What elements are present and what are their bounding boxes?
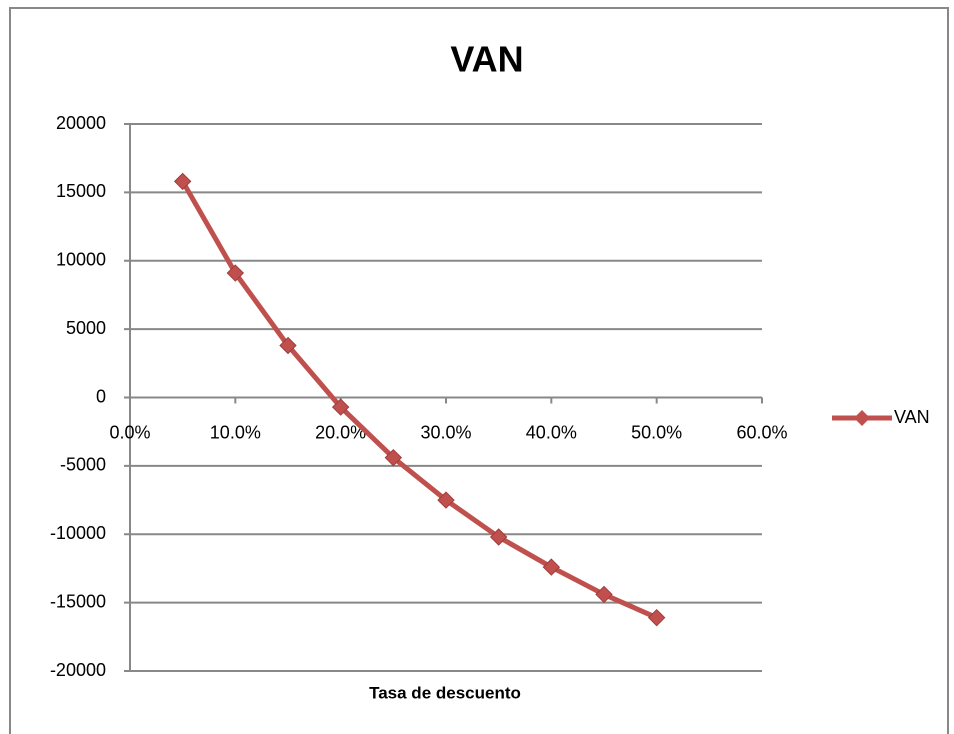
y-tick-label: -15000 bbox=[50, 591, 106, 611]
y-tick-label: -20000 bbox=[50, 660, 106, 680]
y-tick-label: -5000 bbox=[60, 455, 106, 475]
y-tick-label: 20000 bbox=[56, 113, 106, 133]
series-line bbox=[180, 180, 658, 620]
x-tick-label: 60.0% bbox=[736, 422, 787, 442]
x-axis-title: Tasa de descuento bbox=[369, 683, 521, 702]
legend-label: VAN bbox=[894, 407, 930, 427]
y-tick-label: -10000 bbox=[50, 523, 106, 543]
y-tick-label: 5000 bbox=[66, 318, 106, 338]
x-tick-label: 30.0% bbox=[420, 422, 471, 442]
data-point bbox=[489, 528, 508, 546]
legend-marker bbox=[854, 410, 870, 426]
data-point bbox=[542, 558, 561, 576]
x-tick-label: 0.0% bbox=[109, 422, 150, 442]
data-point bbox=[331, 398, 350, 416]
data-point bbox=[647, 608, 666, 627]
data-point bbox=[595, 585, 613, 604]
x-tick-label: 10.0% bbox=[210, 422, 261, 442]
data-point bbox=[437, 491, 455, 509]
data-point bbox=[279, 336, 297, 355]
x-tick-label: 20.0% bbox=[315, 422, 366, 442]
chart-title: VAN bbox=[450, 39, 523, 80]
x-tick-label: 40.0% bbox=[526, 422, 577, 442]
chart-frame bbox=[9, 7, 949, 734]
y-tick-label: 0 bbox=[96, 386, 106, 406]
y-tick-label: 10000 bbox=[56, 250, 106, 270]
y-tick-label: 15000 bbox=[56, 181, 106, 201]
data-point bbox=[384, 448, 403, 467]
x-tick-label: 50.0% bbox=[631, 422, 682, 442]
data-point bbox=[173, 172, 192, 191]
data-point bbox=[226, 264, 245, 282]
